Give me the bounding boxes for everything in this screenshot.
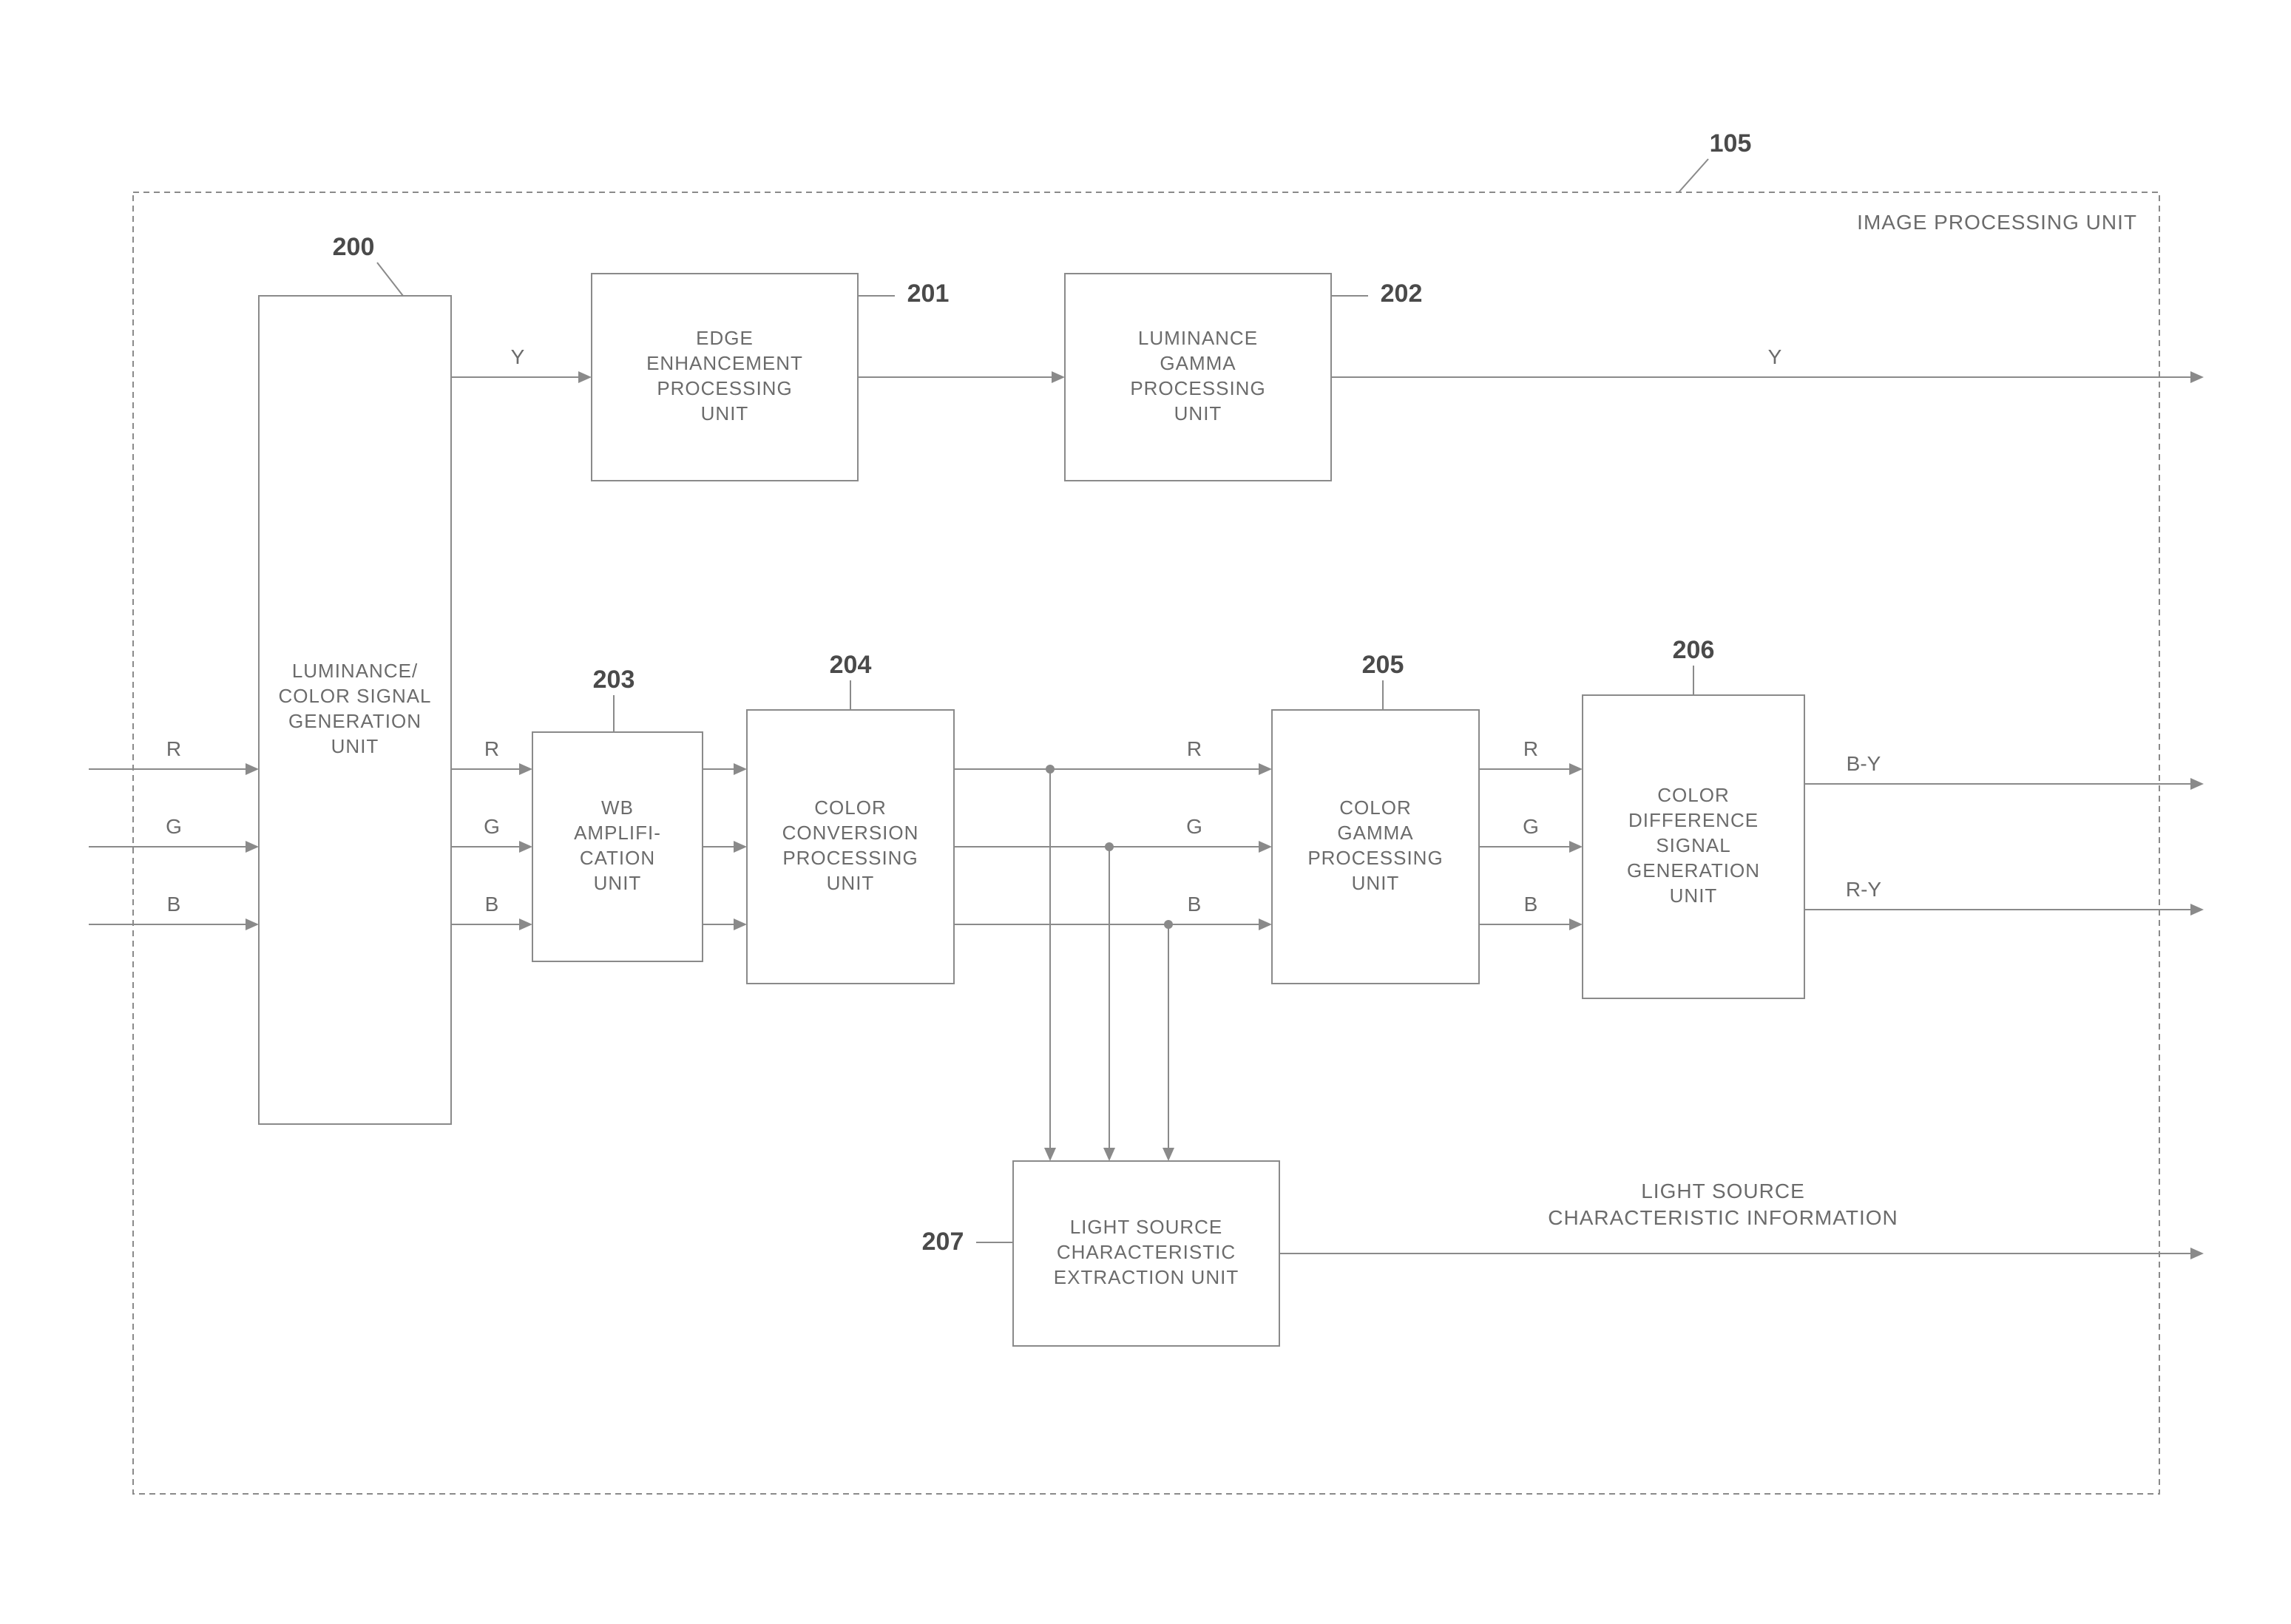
ref-206: 206 (1673, 636, 1715, 664)
svg-text:COLOR SIGNAL: COLOR SIGNAL (278, 685, 431, 707)
svg-text:Y: Y (1768, 345, 1782, 368)
svg-text:R: R (484, 737, 499, 760)
svg-text:ENHANCEMENT: ENHANCEMENT (646, 352, 803, 374)
container-title: IMAGE PROCESSING UNIT (1857, 211, 2137, 234)
svg-text:GENERATION: GENERATION (288, 710, 422, 732)
ref-205: 205 (1362, 651, 1404, 679)
svg-text:CHARACTERISTIC: CHARACTERISTIC (1057, 1241, 1236, 1263)
svg-text:CATION: CATION (580, 847, 655, 869)
svg-text:R: R (166, 737, 181, 760)
svg-text:CONVERSION: CONVERSION (782, 822, 919, 844)
ref-204: 204 (830, 651, 872, 679)
svg-text:LIGHT SOURCE: LIGHT SOURCE (1070, 1216, 1223, 1238)
svg-text:PROCESSING: PROCESSING (657, 377, 792, 399)
ref-202: 202 (1381, 280, 1423, 308)
ref-207: 207 (922, 1228, 964, 1256)
svg-text:CHARACTERISTIC INFORMATION: CHARACTERISTIC INFORMATION (1548, 1206, 1898, 1229)
svg-text:GAMMA: GAMMA (1337, 822, 1413, 844)
svg-text:R-Y: R-Y (1846, 878, 1882, 901)
svg-text:B: B (167, 893, 181, 916)
svg-text:G: G (484, 815, 500, 838)
svg-text:PROCESSING: PROCESSING (1307, 847, 1443, 869)
svg-text:B: B (485, 893, 499, 916)
svg-text:UNIT: UNIT (1174, 402, 1222, 424)
svg-text:EXTRACTION UNIT: EXTRACTION UNIT (1054, 1266, 1239, 1288)
svg-text:G: G (1523, 815, 1539, 838)
block-diagram: IMAGE PROCESSING UNIT 105 LUMINANCE/COLOR … (0, 0, 2291, 1624)
svg-text:UNIT: UNIT (827, 872, 875, 894)
svg-text:WB: WB (601, 796, 634, 819)
svg-text:COLOR: COLOR (1339, 796, 1411, 819)
svg-text:GAMMA: GAMMA (1160, 352, 1236, 374)
svg-text:G: G (1186, 815, 1202, 838)
svg-text:R: R (1187, 737, 1202, 760)
ref-105: 105 (1710, 129, 1752, 158)
svg-text:PROCESSING: PROCESSING (782, 847, 918, 869)
ref-200: 200 (333, 233, 375, 261)
svg-text:UNIT: UNIT (701, 402, 749, 424)
svg-text:G: G (166, 815, 182, 838)
svg-text:DIFFERENCE: DIFFERENCE (1628, 809, 1759, 831)
svg-text:LUMINANCE: LUMINANCE (1138, 327, 1258, 349)
svg-text:AMPLIFI-: AMPLIFI- (574, 822, 661, 844)
svg-text:COLOR: COLOR (814, 796, 886, 819)
svg-text:UNIT: UNIT (331, 735, 379, 757)
ref-203: 203 (593, 666, 635, 694)
svg-text:LUMINANCE/: LUMINANCE/ (292, 660, 418, 682)
svg-text:Y: Y (511, 345, 525, 368)
svg-text:R: R (1523, 737, 1538, 760)
svg-text:UNIT: UNIT (1670, 884, 1718, 907)
svg-text:PROCESSING: PROCESSING (1130, 377, 1265, 399)
svg-text:GENERATION: GENERATION (1627, 859, 1760, 882)
svg-text:EDGE: EDGE (696, 327, 754, 349)
svg-text:UNIT: UNIT (594, 872, 642, 894)
ref-201: 201 (907, 280, 950, 308)
light-source-info-label: LIGHT SOURCE (1641, 1180, 1805, 1202)
svg-text:SIGNAL: SIGNAL (1656, 834, 1730, 856)
svg-text:B: B (1524, 893, 1538, 916)
svg-text:B: B (1188, 893, 1202, 916)
svg-text:UNIT: UNIT (1352, 872, 1400, 894)
svg-text:B-Y: B-Y (1847, 752, 1881, 775)
svg-text:COLOR: COLOR (1657, 784, 1729, 806)
